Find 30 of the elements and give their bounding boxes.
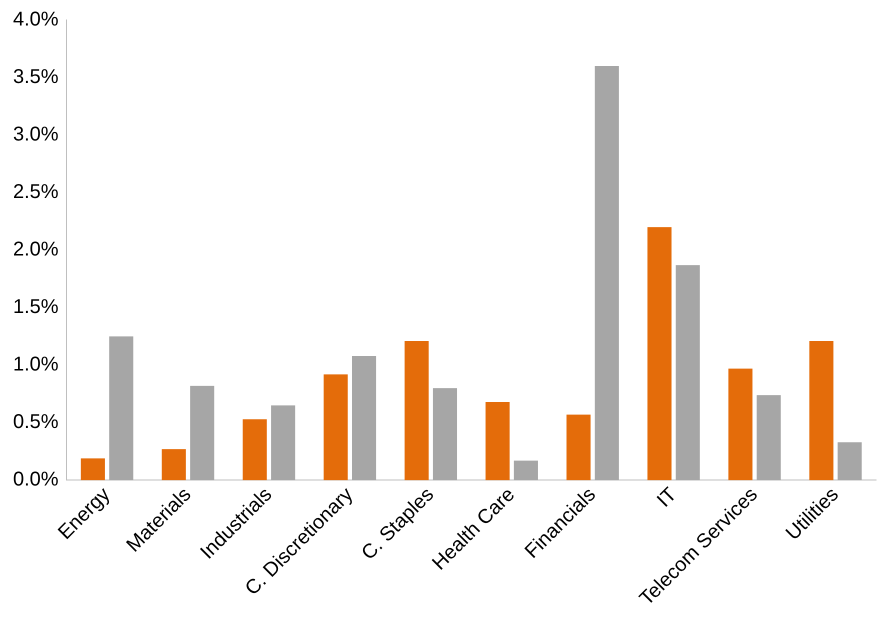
bar — [162, 449, 186, 480]
y-tick-label: 0.5% — [12, 411, 59, 434]
bar — [594, 66, 619, 480]
x-tick-label: IT — [652, 484, 682, 512]
bar — [566, 414, 591, 480]
bar — [109, 336, 134, 480]
y-tick-label: 1.5% — [12, 296, 59, 318]
bar — [190, 386, 214, 480]
bar — [432, 388, 458, 480]
y-tick-label: 4.0% — [12, 8, 59, 31]
bar — [647, 227, 672, 480]
bar — [809, 341, 834, 480]
bar — [404, 341, 429, 480]
y-tick-label: 1.0% — [12, 354, 59, 376]
bar — [756, 395, 781, 480]
bar — [486, 402, 510, 480]
y-tick-label: 3.0% — [12, 124, 59, 146]
y-tick-label: 2.5% — [12, 181, 59, 204]
y-tick-label: 2.0% — [12, 238, 59, 261]
bar — [676, 265, 700, 480]
bar — [80, 458, 105, 480]
bar — [514, 460, 538, 480]
bar — [728, 368, 752, 480]
bar — [838, 442, 862, 480]
bar — [271, 405, 296, 480]
y-tick-label: 0.0% — [12, 468, 59, 491]
bar — [242, 419, 267, 480]
bar — [352, 356, 376, 480]
y-tick-label: 3.5% — [12, 66, 59, 88]
bar — [324, 374, 348, 480]
